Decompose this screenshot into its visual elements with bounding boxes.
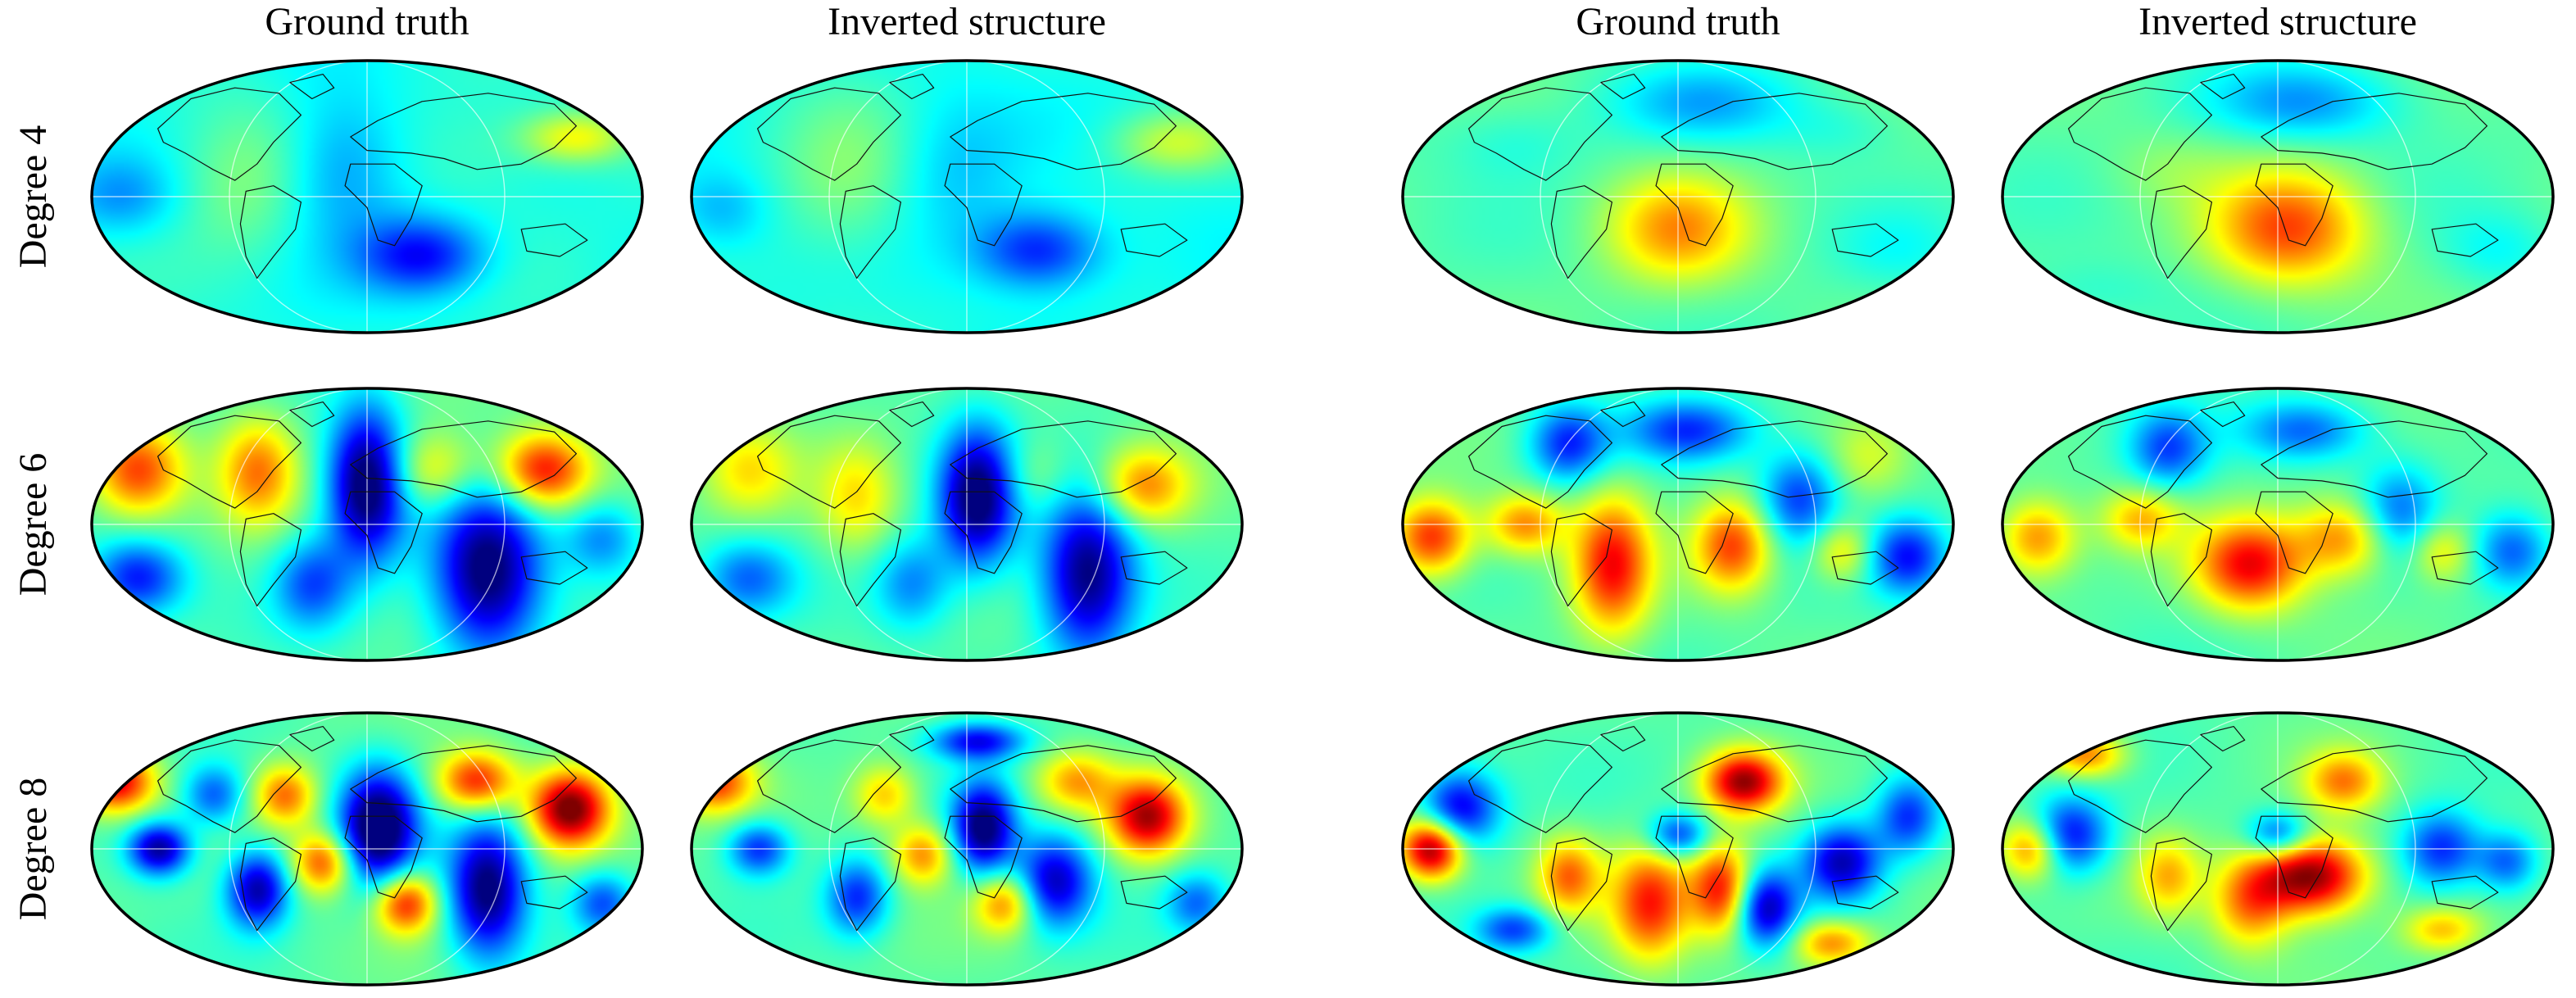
map-panel-r1-c2 <box>690 59 1244 334</box>
coastlines <box>2068 725 2499 932</box>
map-panel-r1-c4 <box>2001 59 2555 334</box>
map-outline <box>1401 711 1955 987</box>
graticule <box>92 61 642 333</box>
map-outline <box>690 59 1244 334</box>
coastlines <box>1467 73 1899 279</box>
coastlines <box>1467 401 1899 607</box>
map-outline <box>90 387 644 662</box>
map-outline <box>1401 387 1955 662</box>
map-panel-r2-c3 <box>1401 387 1955 662</box>
map-panel-r2-c2 <box>690 387 1244 662</box>
coastlines <box>157 725 588 932</box>
column-title-2: Inverted structure <box>828 0 1106 43</box>
map-outline <box>2001 387 2555 662</box>
map-panel-r2-c4 <box>2001 387 2555 662</box>
coastlines <box>157 73 588 279</box>
map-panel-r3-c1 <box>90 711 644 987</box>
coastlines <box>157 401 588 607</box>
row-title-2: Degree 6 <box>11 453 55 597</box>
row-title-3: Degree 8 <box>11 778 55 921</box>
map-panels <box>90 59 2555 987</box>
graticule <box>1403 388 1953 660</box>
map-panel-r1-c3 <box>1401 59 1955 334</box>
graticule <box>2002 713 2553 985</box>
graticule <box>692 61 1242 333</box>
map-outline <box>90 711 644 987</box>
graticule <box>92 388 642 660</box>
coastlines <box>1467 725 1899 932</box>
graticule <box>1403 61 1953 333</box>
graticule <box>2002 61 2553 333</box>
graticule <box>692 388 1242 660</box>
map-panel-r3-c4 <box>2001 711 2555 987</box>
map-panel-r1-c1 <box>90 59 644 334</box>
coastlines <box>756 725 1188 932</box>
map-outline <box>90 59 644 334</box>
map-panel-r2-c1 <box>90 387 644 662</box>
map-panel-r3-c2 <box>690 711 1244 987</box>
graticule <box>1403 713 1953 985</box>
map-outline <box>690 387 1244 662</box>
graticule <box>692 713 1242 985</box>
map-outline <box>2001 711 2555 987</box>
coastlines <box>756 401 1188 607</box>
map-outline <box>1401 59 1955 334</box>
column-title-4: Inverted structure <box>2138 0 2417 43</box>
map-outline <box>690 711 1244 987</box>
map-outline <box>2001 59 2555 334</box>
graticule <box>92 713 642 985</box>
column-title-3: Ground truth <box>1576 0 1780 43</box>
column-title-1: Ground truth <box>265 0 469 43</box>
coastlines <box>756 73 1188 279</box>
coastlines <box>2068 401 2499 607</box>
map-panel-r3-c3 <box>1401 711 1955 987</box>
row-title-1: Degree 4 <box>11 125 55 269</box>
graticule <box>2002 388 2553 660</box>
coastlines <box>2068 73 2499 279</box>
